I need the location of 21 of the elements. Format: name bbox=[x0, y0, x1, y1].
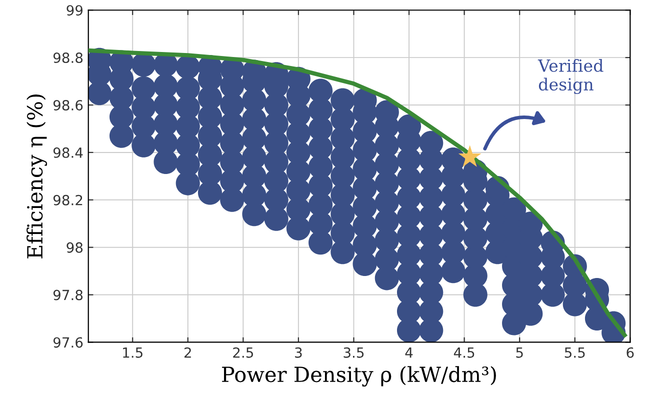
x-tick-label: 2.5 bbox=[233, 347, 253, 358]
y-axis-title: Efficiency η (%) bbox=[26, 94, 48, 258]
y-tick-label: 98.6 bbox=[53, 100, 83, 110]
x-tick-label: 2 bbox=[184, 347, 191, 358]
y-tick-label: 98.2 bbox=[53, 194, 82, 206]
y-tick-label: 97.8 bbox=[53, 290, 83, 300]
x-tick-label: 3 bbox=[295, 347, 302, 358]
y-tick-label: 99 bbox=[66, 5, 83, 16]
x-tick-label: 1.5 bbox=[123, 348, 142, 358]
x-tick-label: 4.5 bbox=[454, 348, 474, 358]
x-axis-title: Power Density ρ (kW/dm³) bbox=[222, 366, 496, 387]
x-tick-label: 5 bbox=[516, 348, 523, 358]
annotation: Verified design bbox=[538, 59, 604, 94]
y-tick-label: 98.4 bbox=[53, 147, 83, 158]
y-tick-label: 97.6 bbox=[53, 337, 83, 348]
x-tick-label: 5.5 bbox=[564, 348, 585, 358]
y-tick-label: 98 bbox=[66, 242, 83, 253]
y-tick-label: 98.8 bbox=[53, 52, 83, 64]
x-tick-label: 3.5 bbox=[344, 347, 364, 358]
x-tick-label: 4 bbox=[405, 348, 413, 358]
x-tick-label: 6 bbox=[626, 347, 634, 358]
